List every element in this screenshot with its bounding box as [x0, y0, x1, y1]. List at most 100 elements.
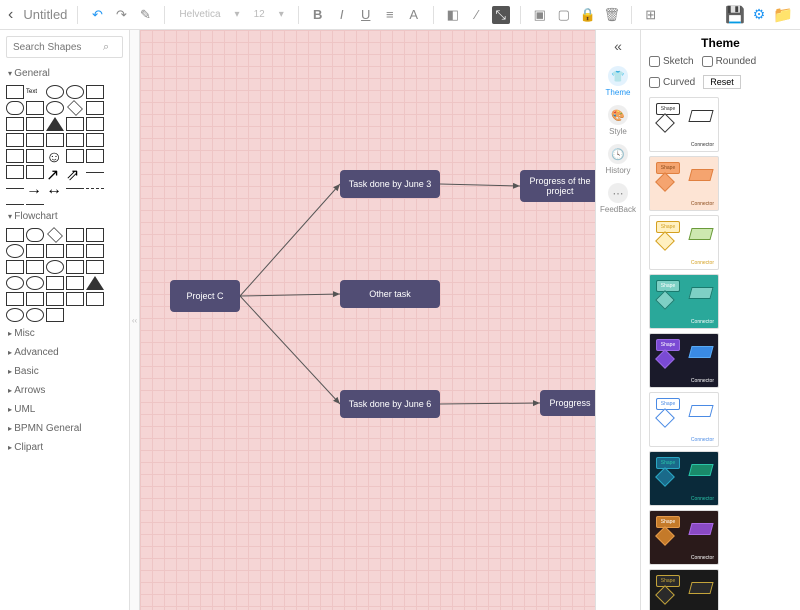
shape-rect[interactable]	[6, 85, 24, 99]
connector-icon[interactable]: ⤡	[492, 6, 510, 24]
shape-rect[interactable]	[66, 292, 84, 306]
category-flowchart[interactable]: Flowchart	[0, 207, 129, 226]
save-icon[interactable]: 💾	[726, 6, 744, 24]
shape-or[interactable]	[26, 276, 44, 290]
theme-card[interactable]: Shape Connector	[649, 274, 719, 329]
shape-arrow[interactable]: ↗	[46, 165, 64, 179]
shape-delay[interactable]	[46, 292, 64, 306]
shape-line[interactable]	[26, 204, 44, 205]
shape-note[interactable]	[86, 133, 104, 147]
shape-loop[interactable]	[46, 308, 64, 322]
shape-manual[interactable]	[6, 260, 24, 274]
shape-rect[interactable]	[46, 133, 64, 147]
document-title[interactable]: Untitled	[23, 7, 67, 22]
shape-data[interactable]	[66, 228, 84, 242]
shape-line[interactable]	[86, 188, 104, 189]
font-family-select[interactable]: Helvetica	[175, 9, 224, 20]
shape-arrow[interactable]: →	[26, 181, 44, 195]
shape-line[interactable]	[6, 188, 24, 189]
category-uml[interactable]: UML	[0, 400, 129, 419]
shape-start[interactable]	[6, 308, 24, 322]
theme-card[interactable]: Shape Connector	[649, 451, 719, 506]
delete-icon[interactable]: 🗑	[603, 6, 621, 24]
redo-icon[interactable]: ↷	[112, 6, 130, 24]
shape-text[interactable]: Text	[26, 85, 44, 99]
shape-tri[interactable]	[46, 117, 64, 131]
collapse-right-icon[interactable]: «	[614, 38, 622, 54]
theme-card[interactable]: Shape Connector	[649, 569, 719, 610]
shape-merge[interactable]	[6, 292, 24, 306]
theme-card[interactable]: Shape Connector	[649, 333, 719, 388]
shape-collate[interactable]	[46, 276, 64, 290]
shape-terminator[interactable]	[26, 228, 44, 242]
shape-process[interactable]	[6, 228, 24, 242]
category-clipart[interactable]: Clipart	[0, 438, 129, 457]
shape-rect[interactable]	[86, 292, 104, 306]
shape-data[interactable]	[26, 165, 44, 179]
shape-display[interactable]	[46, 260, 64, 274]
canvas[interactable]: Project C Task done by June 3 Other task Ta…	[140, 30, 595, 610]
shape-sort[interactable]	[66, 276, 84, 290]
shape-decision[interactable]	[47, 227, 63, 243]
category-misc[interactable]: Misc	[0, 324, 129, 343]
theme-card[interactable]: Shape Connector	[649, 156, 719, 211]
shape-rect[interactable]	[86, 117, 104, 131]
shape-arrow[interactable]: ↔	[46, 181, 64, 195]
shape-diamond[interactable]	[67, 100, 83, 116]
tab-history[interactable]: 🕓 History	[606, 144, 631, 175]
diagram-node[interactable]: Proggress	[540, 390, 595, 416]
toback-icon[interactable]: ▢	[555, 6, 573, 24]
share-icon[interactable]: ⚙	[750, 6, 768, 24]
shape-cyl[interactable]	[6, 117, 24, 131]
diagram-node[interactable]: Task done by June 6	[340, 390, 440, 418]
shape-tape[interactable]	[26, 260, 44, 274]
shape-hex[interactable]	[86, 101, 104, 115]
shape-end[interactable]	[26, 308, 44, 322]
tab-theme[interactable]: 👕 Theme	[606, 66, 631, 97]
shape-rect[interactable]	[66, 133, 84, 147]
font-size-select[interactable]: 12	[250, 9, 269, 20]
tofront-icon[interactable]: ▣	[531, 6, 549, 24]
shape-stored[interactable]	[46, 244, 64, 258]
collapse-left-icon[interactable]: ‹‹	[130, 30, 140, 610]
curved-checkbox[interactable]: Curved	[649, 75, 695, 89]
text-color-icon[interactable]: A	[405, 6, 423, 24]
shape-sum[interactable]	[6, 276, 24, 290]
align-icon[interactable]: ≡	[381, 6, 399, 24]
back-icon[interactable]: ‹	[8, 6, 13, 24]
shape-doc[interactable]	[86, 228, 104, 242]
tab-style[interactable]: 🎨 Style	[608, 105, 628, 136]
grid-icon[interactable]: ⊞	[642, 6, 660, 24]
shape-rect[interactable]	[86, 244, 104, 258]
shape-ellipse[interactable]	[66, 85, 84, 99]
underline-icon[interactable]: U	[357, 6, 375, 24]
shape-ellipse[interactable]	[46, 85, 64, 99]
shape-card[interactable]	[6, 149, 24, 163]
shape-arrow[interactable]: ⇗	[66, 165, 84, 179]
shape-connect[interactable]	[6, 244, 24, 258]
line-icon[interactable]: ∕	[468, 6, 486, 24]
shape-line[interactable]	[6, 204, 24, 205]
shape-and[interactable]	[6, 165, 24, 179]
diagram-node[interactable]: Other task	[340, 280, 440, 308]
theme-card[interactable]: Shape Connector	[649, 215, 719, 270]
theme-card[interactable]: Shape Connector	[649, 510, 719, 565]
tab-feedback[interactable]: ⋯ FeedBack	[600, 183, 636, 214]
diagram-node[interactable]: Task done by June 3	[340, 170, 440, 198]
shape-rect[interactable]	[66, 260, 84, 274]
shape-rect[interactable]	[26, 292, 44, 306]
shape-rect[interactable]	[66, 117, 84, 131]
format-paint-icon[interactable]: ✎	[136, 6, 154, 24]
sketch-checkbox[interactable]: Sketch	[649, 56, 694, 67]
fill-icon[interactable]: ◧	[444, 6, 462, 24]
undo-icon[interactable]: ↶	[88, 6, 106, 24]
shape-or[interactable]	[86, 149, 104, 163]
shape-rect[interactable]	[86, 85, 104, 99]
theme-card[interactable]: Shape Connector	[649, 392, 719, 447]
reset-button[interactable]: Reset	[703, 75, 741, 89]
category-arrows[interactable]: Arrows	[0, 381, 129, 400]
diagram-node[interactable]: Project C	[170, 280, 240, 312]
search-input[interactable]	[13, 42, 103, 53]
shape-trap[interactable]	[26, 133, 44, 147]
category-general[interactable]: General	[0, 64, 129, 83]
